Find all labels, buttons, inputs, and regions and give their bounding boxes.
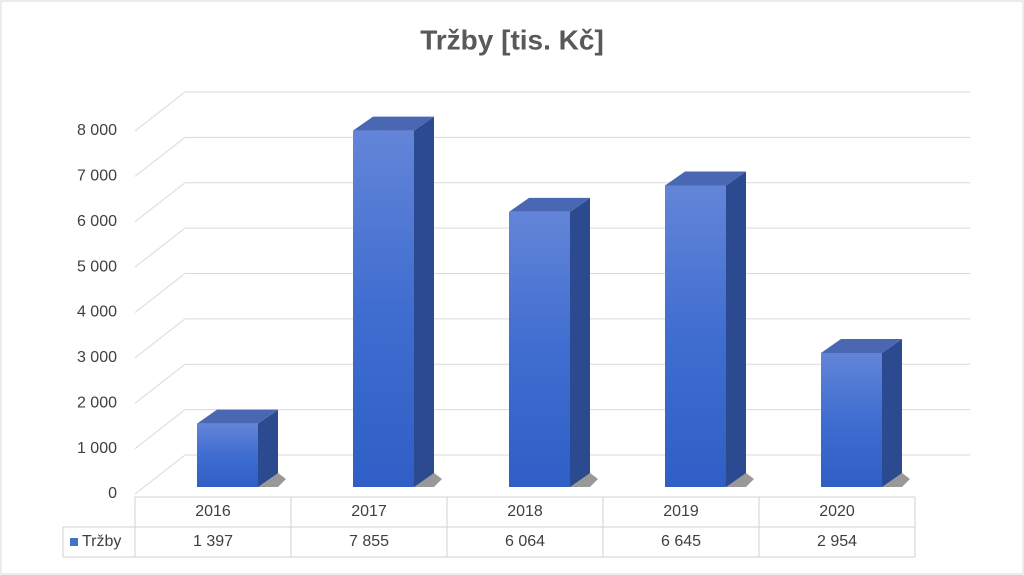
bar-front <box>353 130 414 487</box>
table-value: 1 397 <box>193 533 233 550</box>
bar-front <box>509 211 570 487</box>
bar-front <box>821 352 882 487</box>
bar <box>509 197 598 487</box>
bar-top <box>821 338 902 353</box>
bar-front <box>197 423 258 487</box>
legend-label: Tržby <box>82 533 121 550</box>
bar-top <box>509 197 590 212</box>
bar-side <box>570 197 590 487</box>
bar <box>821 338 910 487</box>
bar-side <box>414 116 434 487</box>
bar <box>665 171 754 487</box>
y-tick-label: 6 000 <box>77 213 117 230</box>
grid-line <box>134 91 970 132</box>
table-value: 7 855 <box>349 533 389 550</box>
y-tick-label: 4 000 <box>77 304 117 321</box>
bar <box>197 409 286 487</box>
x-tick-label: 2017 <box>351 503 387 520</box>
bar-side <box>726 171 746 487</box>
bar-top <box>665 171 746 186</box>
table-value: 6 645 <box>661 533 701 550</box>
y-tick-label: 8 000 <box>77 122 117 139</box>
x-tick-label: 2018 <box>507 503 543 520</box>
chart-title: Tržby [tis. Kč] <box>420 24 604 55</box>
y-tick-label: 3 000 <box>77 349 117 366</box>
y-tick-label: 2 000 <box>77 394 117 411</box>
bar-front <box>665 185 726 487</box>
y-tick-label: 1 000 <box>77 440 117 457</box>
bar-side <box>882 338 902 487</box>
x-tick-label: 2016 <box>195 503 231 520</box>
table-value: 6 064 <box>505 533 545 550</box>
bar <box>353 116 442 487</box>
grid-line <box>134 136 970 177</box>
x-tick-label: 2019 <box>663 503 699 520</box>
x-tick-label: 2020 <box>819 503 855 520</box>
bar-top <box>197 409 278 424</box>
legend-swatch <box>70 538 78 546</box>
y-tick-label: 5 000 <box>77 258 117 275</box>
bar-side <box>258 409 278 487</box>
y-tick-label: 0 <box>108 485 117 502</box>
table-value: 2 954 <box>817 533 857 550</box>
bar-top <box>353 116 434 131</box>
y-tick-label: 7 000 <box>77 168 117 185</box>
